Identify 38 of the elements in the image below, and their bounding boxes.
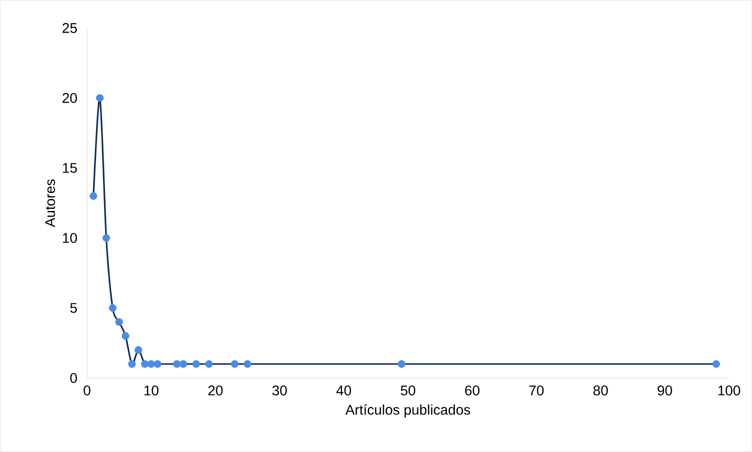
x-tick-label: 20 xyxy=(208,386,223,396)
y-tick-label: 0 xyxy=(70,373,77,383)
x-tick-label: 40 xyxy=(336,386,352,396)
point xyxy=(90,192,98,200)
point xyxy=(398,360,406,368)
point xyxy=(154,360,162,368)
point xyxy=(147,360,156,368)
point xyxy=(140,360,149,368)
x-tick-label: 90 xyxy=(658,386,672,396)
point xyxy=(192,360,200,368)
x-axis-title: Artículos publicados xyxy=(345,404,470,418)
point xyxy=(102,234,110,242)
point xyxy=(180,360,188,368)
point xyxy=(230,360,238,368)
point xyxy=(712,360,720,368)
point xyxy=(115,318,123,326)
x-tick-label: 0 xyxy=(84,386,90,396)
y-tick-label: 5 xyxy=(70,303,77,313)
point xyxy=(96,94,104,102)
point xyxy=(128,360,136,368)
point xyxy=(173,360,181,368)
y-tick-label: 10 xyxy=(62,233,77,243)
point xyxy=(122,332,130,340)
y-tick-label: 25 xyxy=(62,23,77,33)
x-tick-label: 10 xyxy=(144,386,158,396)
y-tick-label: 15 xyxy=(62,163,77,173)
x-tick-label: 70 xyxy=(529,386,544,396)
point xyxy=(244,360,252,368)
x-tick-label: 60 xyxy=(465,386,480,396)
y-axis-title: Autores xyxy=(45,179,56,228)
x-tick-label: 30 xyxy=(272,386,287,396)
point xyxy=(205,360,213,368)
x-tick-label: 50 xyxy=(400,386,416,396)
y-tick-label: 20 xyxy=(62,93,77,103)
point xyxy=(108,304,116,312)
x-tick-label: 80 xyxy=(593,386,608,396)
point xyxy=(134,346,142,354)
x-tick-label: 100 xyxy=(718,386,740,396)
